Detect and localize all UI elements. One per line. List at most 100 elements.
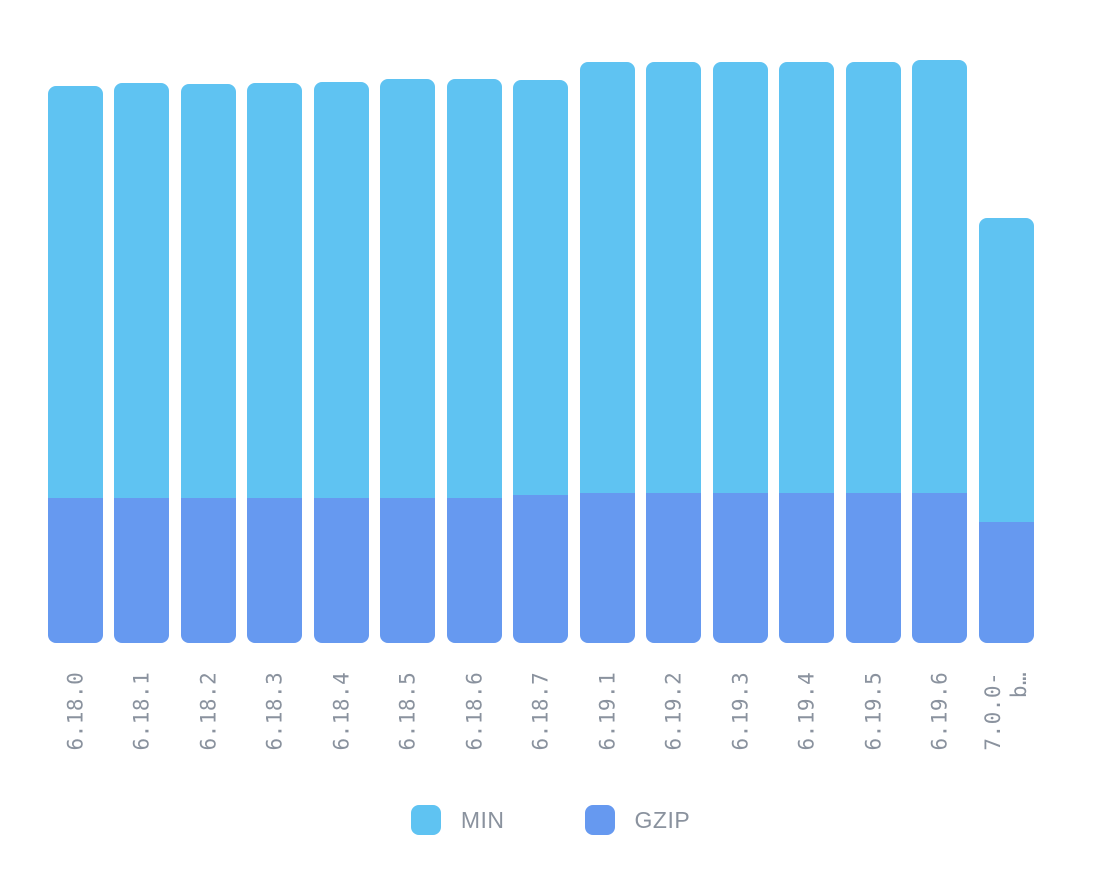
x-label-slot: 6.18.5: [375, 643, 442, 780]
bar-6.18.4[interactable]: [313, 82, 369, 643]
min-segment[interactable]: [446, 79, 502, 498]
bar-6.18.2[interactable]: [180, 84, 236, 643]
bar-column: 6.19.3: [707, 0, 774, 780]
gzip-segment[interactable]: [47, 498, 103, 643]
gzip-segment[interactable]: [446, 498, 502, 643]
x-label-slot: 6.19.6: [907, 643, 974, 780]
bar-slot: [441, 0, 508, 643]
bar-slot: [375, 0, 442, 643]
x-axis-label: 7.0.0- b…: [981, 672, 1032, 751]
min-segment[interactable]: [513, 80, 569, 495]
bar-slot: [242, 0, 309, 643]
min-legend-label: MIN: [460, 806, 505, 833]
x-label-slot: 6.19.5: [840, 643, 907, 780]
gzip-segment[interactable]: [579, 493, 635, 643]
min-segment[interactable]: [380, 79, 436, 498]
gzip-segment[interactable]: [380, 498, 436, 643]
x-axis-label: 6.19.5: [861, 672, 886, 751]
gzip-segment[interactable]: [779, 493, 835, 643]
x-label-slot: 6.19.4: [774, 643, 841, 780]
gzip-segment[interactable]: [114, 498, 170, 643]
gzip-legend-swatch: [584, 805, 615, 835]
bar-6.18.7[interactable]: [513, 80, 569, 643]
bar-slot: [508, 0, 575, 643]
bar-slot: [175, 0, 242, 643]
bar-7.0.0-[interactable]: [978, 218, 1034, 643]
gzip-segment[interactable]: [180, 498, 236, 643]
bar-column: 6.19.5: [840, 0, 907, 780]
x-label-slot: 6.18.4: [308, 643, 375, 780]
bar-6.18.6[interactable]: [446, 79, 502, 643]
bar-6.19.6[interactable]: [912, 60, 968, 643]
bar-6.19.3[interactable]: [712, 62, 768, 643]
x-label-slot: 6.19.1: [574, 643, 641, 780]
x-label-slot: 6.19.3: [707, 643, 774, 780]
x-axis-label: 6.18.5: [395, 672, 420, 751]
bar-slot: [907, 0, 974, 643]
min-segment[interactable]: [247, 83, 303, 498]
x-axis-label: 6.18.6: [462, 672, 487, 751]
min-segment[interactable]: [114, 83, 170, 498]
bar-slot: [574, 0, 641, 643]
gzip-segment[interactable]: [247, 498, 303, 643]
bar-6.18.1[interactable]: [114, 83, 170, 643]
gzip-segment[interactable]: [978, 522, 1034, 643]
x-axis-label: 6.18.1: [129, 672, 154, 751]
min-segment[interactable]: [712, 62, 768, 493]
bar-6.18.5[interactable]: [380, 79, 436, 643]
bar-slot: [840, 0, 907, 643]
legend-item-min: MIN: [410, 805, 505, 835]
min-segment[interactable]: [646, 62, 702, 493]
bar-slot: [42, 0, 109, 643]
bar-column: 6.18.4: [308, 0, 375, 780]
bar-6.19.4[interactable]: [779, 62, 835, 643]
min-segment[interactable]: [912, 60, 968, 493]
bar-slot: [641, 0, 708, 643]
x-label-slot: 6.18.2: [175, 643, 242, 780]
bar-column: 6.18.3: [242, 0, 309, 780]
gzip-segment[interactable]: [912, 493, 968, 643]
min-segment[interactable]: [313, 82, 369, 498]
x-label-slot: 6.18.6: [441, 643, 508, 780]
x-label-slot: 6.19.2: [641, 643, 708, 780]
gzip-segment[interactable]: [646, 493, 702, 643]
min-legend-swatch: [410, 805, 441, 835]
x-axis-label: 6.19.6: [927, 672, 952, 751]
bar-slot: [308, 0, 375, 643]
bar-column: 6.18.6: [441, 0, 508, 780]
gzip-segment[interactable]: [313, 498, 369, 643]
x-axis-label: 6.19.2: [661, 672, 686, 751]
x-axis-label: 6.19.4: [794, 672, 819, 751]
bar-column: 6.19.4: [774, 0, 841, 780]
bar-6.19.5[interactable]: [845, 62, 901, 643]
legend: MIN GZIP: [0, 805, 1101, 835]
bar-column: 6.19.1: [574, 0, 641, 780]
legend-item-gzip: GZIP: [584, 805, 691, 835]
min-segment[interactable]: [779, 62, 835, 493]
min-segment[interactable]: [978, 218, 1034, 522]
bar-slot: [109, 0, 176, 643]
min-segment[interactable]: [579, 62, 635, 493]
x-label-slot: 6.18.3: [242, 643, 309, 780]
min-segment[interactable]: [47, 86, 103, 498]
gzip-segment[interactable]: [845, 493, 901, 643]
x-label-slot: 6.18.1: [109, 643, 176, 780]
bar-6.18.0[interactable]: [47, 86, 103, 643]
bar-column: 6.19.6: [907, 0, 974, 780]
bar-6.19.1[interactable]: [579, 62, 635, 643]
bar-column: 6.18.2: [175, 0, 242, 780]
x-axis-label: 6.19.3: [728, 672, 753, 751]
bar-6.19.2[interactable]: [646, 62, 702, 643]
plot-area: 6.18.0 6.18.1 6.18.2 6.18.3 6.18.4 6.18.5 6.18…: [42, 0, 1040, 780]
gzip-segment[interactable]: [712, 493, 768, 643]
bar-slot: [973, 0, 1040, 643]
gzip-segment[interactable]: [513, 495, 569, 643]
x-axis-label: 6.18.0: [63, 672, 88, 751]
x-axis-label: 6.18.4: [329, 672, 354, 751]
bar-6.18.3[interactable]: [247, 83, 303, 643]
bar-slot: [707, 0, 774, 643]
min-segment[interactable]: [180, 84, 236, 498]
min-segment[interactable]: [845, 62, 901, 493]
bar-column: 7.0.0- b…: [973, 0, 1040, 780]
